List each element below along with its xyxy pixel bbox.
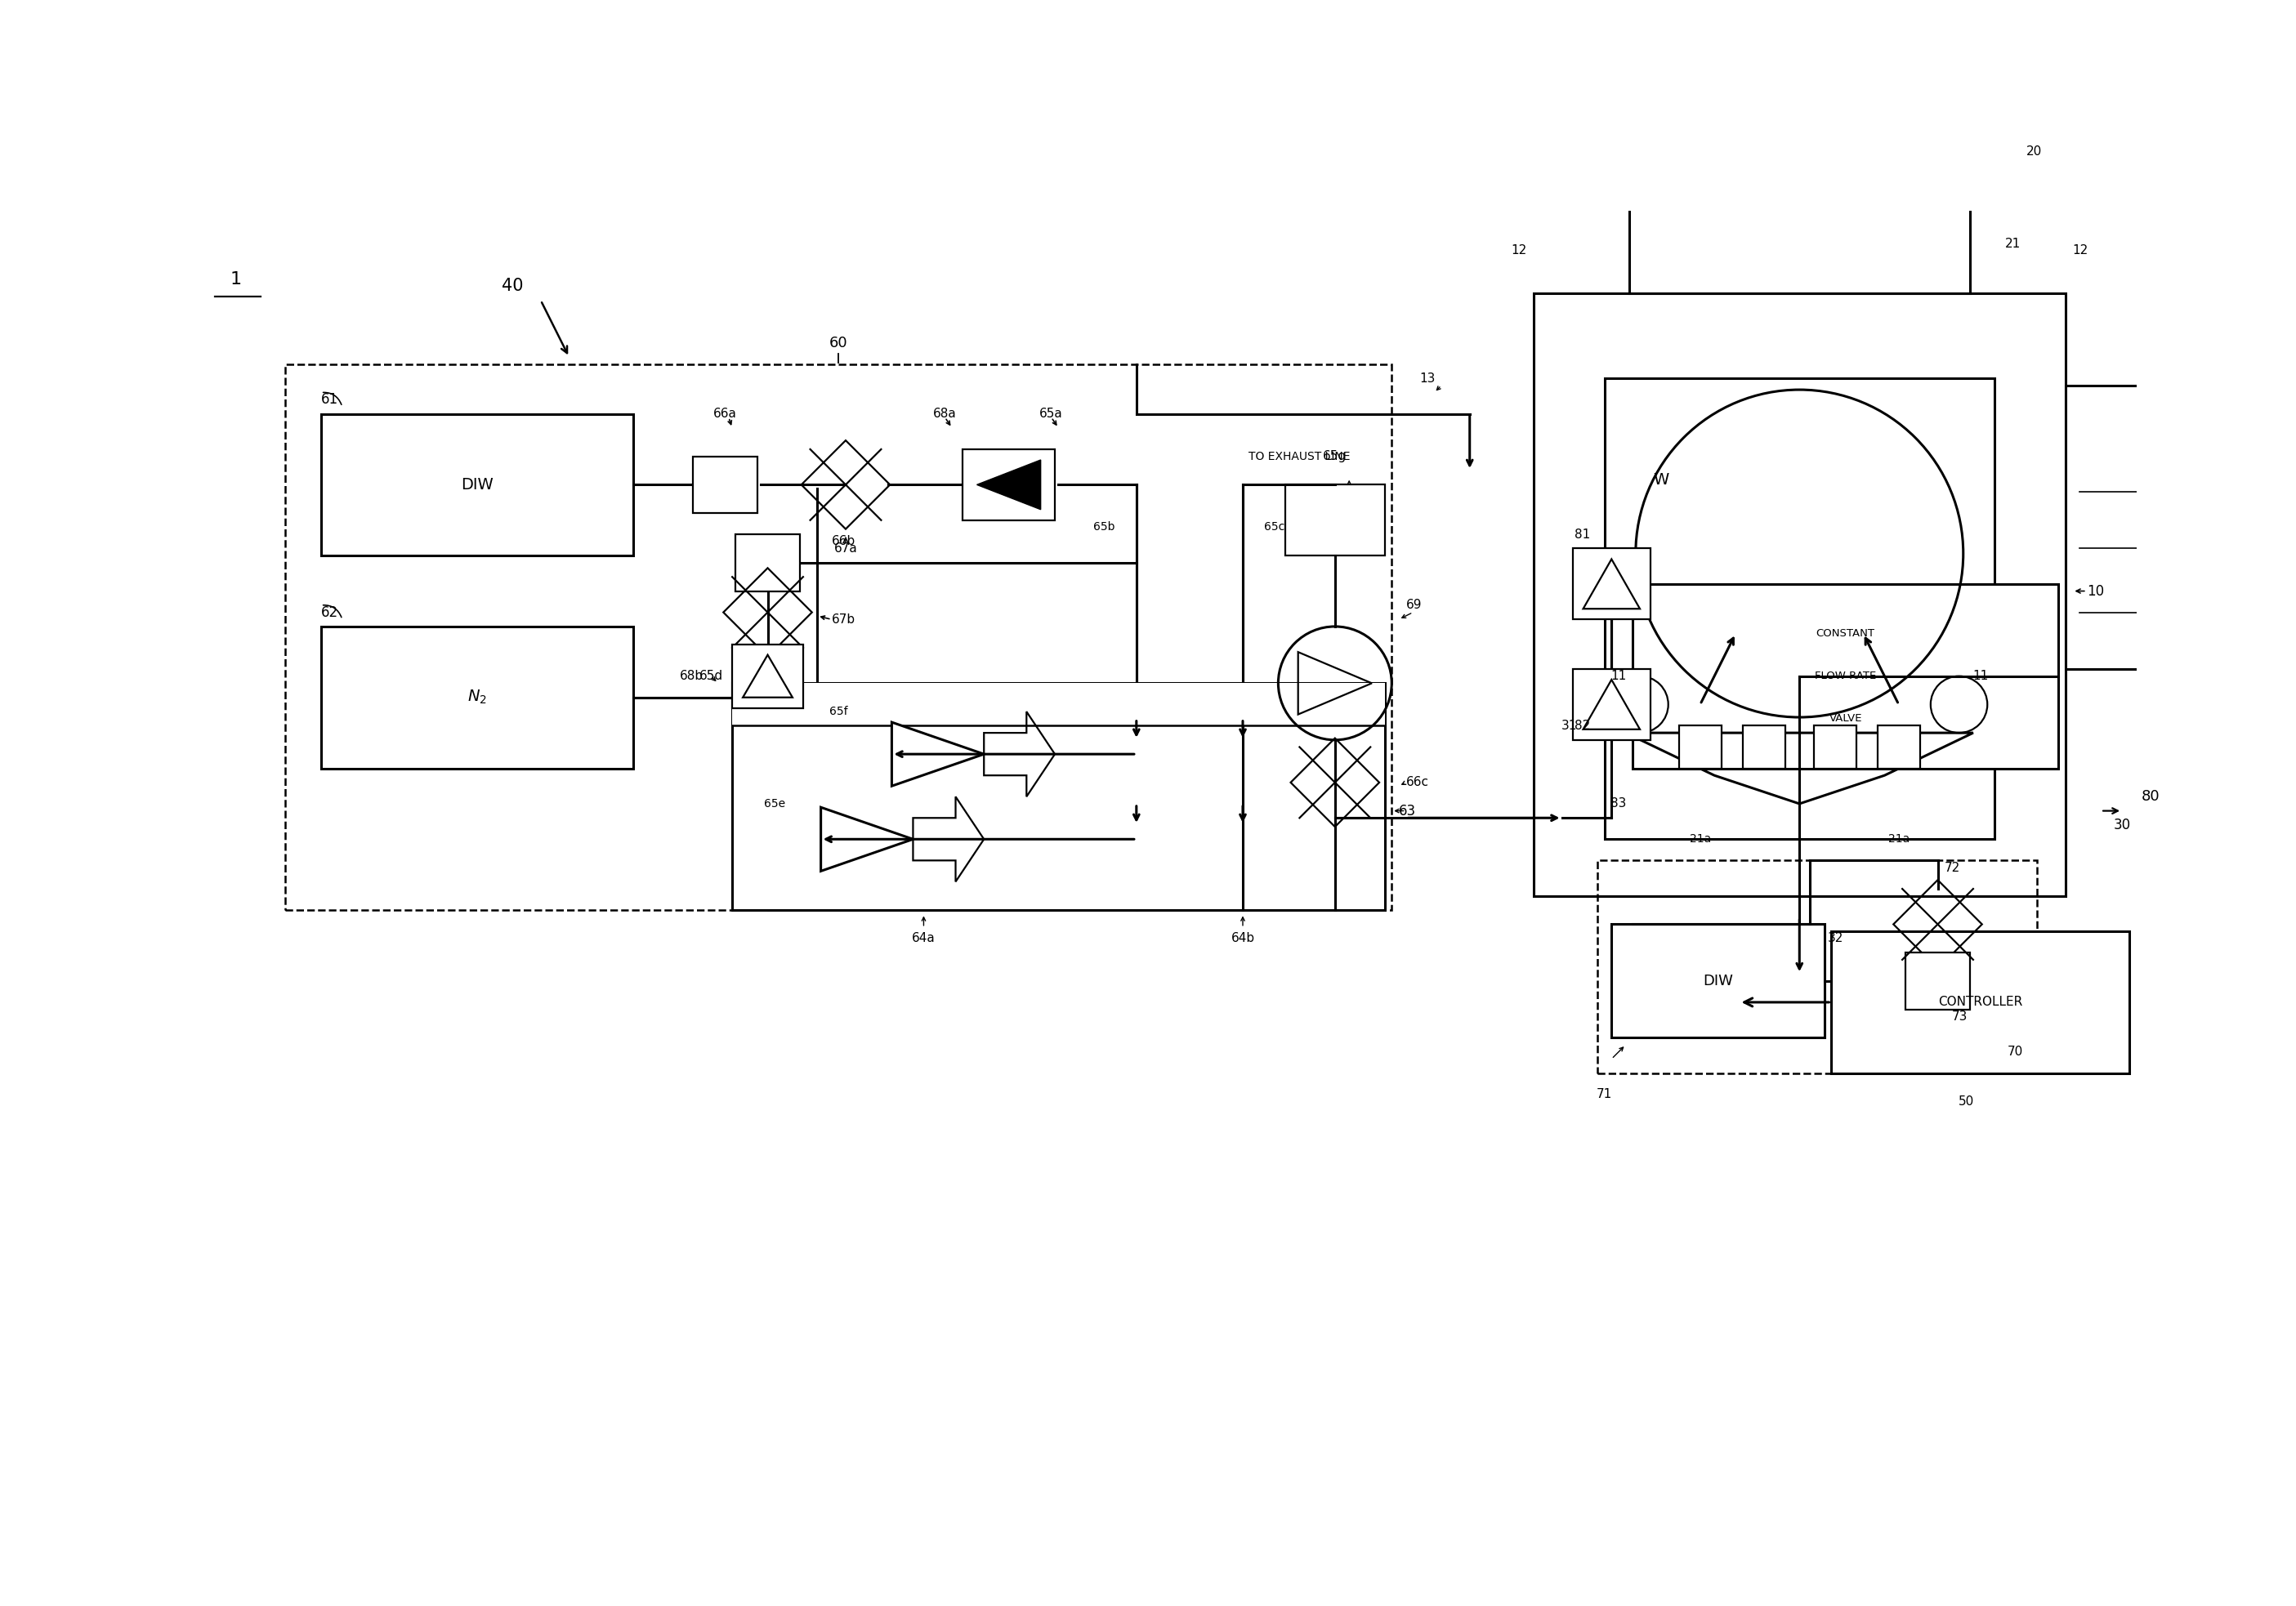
Text: 11: 11: [1612, 670, 1626, 683]
Text: 67b: 67b: [831, 613, 856, 626]
Text: 65f: 65f: [829, 707, 847, 718]
Text: 65c: 65c: [1265, 522, 1286, 533]
Text: 68a: 68a: [932, 408, 957, 419]
Text: CONTROLLER: CONTROLLER: [1938, 996, 2023, 1009]
Text: 65b: 65b: [1093, 522, 1116, 533]
Text: 11: 11: [1972, 670, 1988, 683]
Text: 64a: 64a: [912, 933, 934, 944]
Bar: [1573, 549, 1651, 620]
Text: 32: 32: [1828, 933, 1844, 944]
Text: 66a: 66a: [714, 408, 737, 419]
Text: 65g: 65g: [1322, 450, 1348, 463]
Bar: [1906, 952, 1970, 1009]
Bar: [285, 365, 1391, 911]
Text: 73: 73: [1952, 1010, 1968, 1023]
Bar: [321, 414, 634, 556]
Text: 1: 1: [230, 271, 241, 287]
Bar: [1286, 485, 1384, 556]
Text: 80: 80: [2142, 789, 2161, 805]
Text: 82: 82: [1575, 719, 1591, 732]
Text: 66b: 66b: [831, 535, 856, 548]
Text: FLOW RATE: FLOW RATE: [1814, 671, 1876, 681]
Bar: [1534, 294, 2066, 896]
Text: 13: 13: [1419, 373, 1435, 384]
Text: 21a: 21a: [1887, 834, 1910, 845]
Bar: [1878, 726, 1919, 768]
Polygon shape: [976, 459, 1040, 509]
Text: 30: 30: [2112, 817, 2131, 832]
Text: DIW: DIW: [461, 477, 494, 493]
Text: 67a: 67a: [833, 543, 856, 554]
Text: 60: 60: [829, 336, 847, 350]
Bar: [1612, 925, 1825, 1037]
Text: $N_2$: $N_2$: [466, 689, 487, 707]
Text: TO EXHAUST LINE: TO EXHAUST LINE: [1249, 451, 1350, 463]
Text: CONSTANT: CONSTANT: [1816, 628, 1876, 639]
Text: 21: 21: [2004, 238, 2020, 251]
Text: 61: 61: [321, 392, 338, 406]
Bar: [1630, 186, 1970, 294]
Bar: [739, 732, 1378, 903]
Text: 50: 50: [1958, 1095, 1975, 1108]
Text: 70: 70: [2007, 1046, 2023, 1058]
Text: 81: 81: [1575, 528, 1591, 541]
Text: 65d: 65d: [698, 670, 723, 683]
Text: 64b: 64b: [1231, 933, 1254, 944]
Text: 31: 31: [1561, 719, 1577, 732]
Text: 20: 20: [2027, 146, 2041, 157]
Bar: [1573, 670, 1651, 740]
Polygon shape: [891, 723, 985, 785]
Text: 68b: 68b: [680, 670, 705, 683]
Bar: [1743, 726, 1786, 768]
Bar: [1632, 585, 2057, 768]
Bar: [1814, 726, 1855, 768]
Bar: [962, 450, 1054, 520]
Text: 40: 40: [501, 278, 523, 294]
Bar: [693, 456, 758, 512]
Text: 72: 72: [1945, 861, 1961, 874]
Text: VALVE: VALVE: [1830, 713, 1862, 724]
Bar: [1678, 726, 1722, 768]
Bar: [1644, 0, 1956, 31]
Bar: [1598, 861, 2037, 1073]
Bar: [732, 644, 804, 708]
Text: 69: 69: [1405, 599, 1421, 612]
Text: 63: 63: [1398, 803, 1417, 817]
Text: 66c: 66c: [1405, 776, 1428, 789]
Text: 62: 62: [321, 605, 338, 620]
Text: 12: 12: [1511, 244, 1527, 257]
Text: 65e: 65e: [765, 798, 785, 809]
Text: 65a: 65a: [1040, 408, 1063, 419]
Text: 10: 10: [2087, 583, 2103, 599]
Bar: [1832, 931, 2128, 1073]
Polygon shape: [822, 808, 914, 870]
Bar: [735, 535, 799, 591]
Text: 83: 83: [1612, 798, 1626, 809]
Text: 12: 12: [2073, 244, 2087, 257]
Text: 71: 71: [1596, 1089, 1612, 1100]
Text: W: W: [1653, 472, 1669, 488]
Bar: [732, 683, 1384, 726]
Bar: [1605, 379, 1995, 840]
Bar: [732, 683, 1384, 911]
Text: DIW: DIW: [1704, 973, 1733, 988]
Text: 21a: 21a: [1690, 834, 1711, 845]
Bar: [321, 626, 634, 768]
Bar: [2066, 385, 2158, 670]
